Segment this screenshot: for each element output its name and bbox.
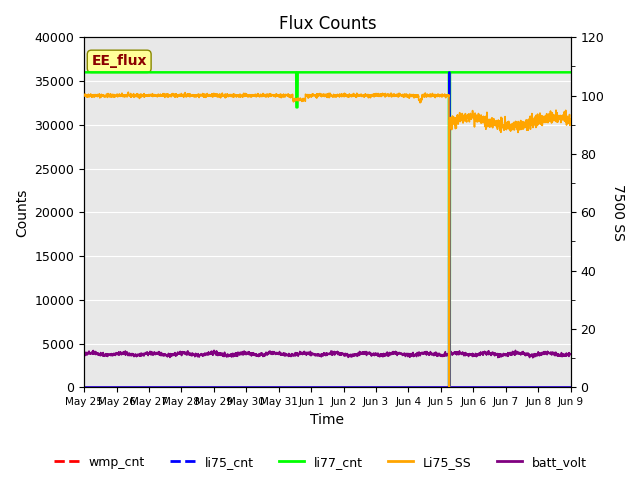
X-axis label: Time: Time [310, 413, 344, 427]
Title: Flux Counts: Flux Counts [278, 15, 376, 33]
Y-axis label: 7500 SS: 7500 SS [611, 184, 625, 241]
Legend: wmp_cnt, li75_cnt, li77_cnt, Li75_SS, batt_volt: wmp_cnt, li75_cnt, li77_cnt, Li75_SS, ba… [49, 451, 591, 474]
Text: EE_flux: EE_flux [92, 54, 147, 68]
Y-axis label: Counts: Counts [15, 188, 29, 237]
